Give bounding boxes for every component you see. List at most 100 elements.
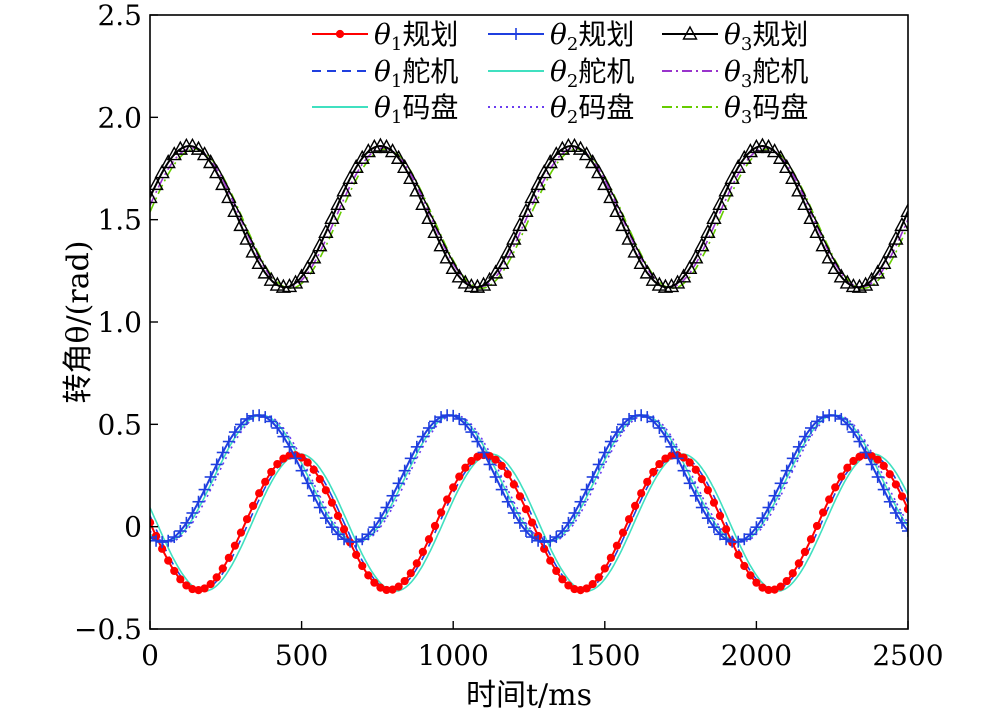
data-point [500,243,516,258]
data-point [168,531,181,544]
data-point [785,169,801,184]
data-point [339,525,349,534]
data-point [491,455,500,464]
data-point [809,223,825,239]
data-point [330,195,346,211]
data-point [841,418,854,431]
data-point [894,216,908,232]
data-point [312,237,328,252]
data-point [615,216,631,232]
legend-label: θ1码盘 [374,91,458,128]
data-point [192,495,205,508]
data-point [843,463,852,472]
y-tick-label: 1.0 [97,306,142,339]
legend-item: θ3码盘 [662,91,808,128]
legend-label: θ1舵机 [374,55,458,92]
data-point [162,534,175,547]
y-tick-label: 1.5 [97,204,142,237]
data-point [253,409,266,422]
data-point [154,164,170,179]
data-point [688,249,704,264]
data-point [604,435,617,448]
data-point [675,268,692,283]
data-point [321,486,330,495]
data-point [748,138,765,154]
data-point [779,158,795,173]
data-point [507,506,520,519]
data-point [839,274,856,289]
data-point [281,277,298,293]
x-tick-label: 1500 [569,639,640,672]
data-point [888,230,904,245]
data-point [295,464,308,477]
data-point [275,278,292,293]
data-point [538,536,551,549]
data-point [342,169,358,184]
data-point [558,575,567,584]
data-point [618,528,628,537]
data-point [259,411,272,424]
data-point [150,189,158,204]
data-point [621,230,637,245]
data-point [445,259,461,275]
series-line [150,148,908,289]
x-tick-label: 1000 [418,639,489,672]
data-point [817,411,830,424]
data-point [902,524,908,537]
x-axis-label: 时间t/ms [466,678,592,713]
legend-label: θ2码盘 [550,91,634,128]
data-point [378,138,395,154]
data-point [791,182,807,197]
data-point [578,146,595,161]
data-point [863,271,880,286]
data-point [574,495,587,508]
data-point [562,516,575,529]
data-point [221,189,237,204]
data-point [313,501,326,514]
data-point [251,254,267,270]
data-point [616,418,629,431]
data-point [645,271,661,286]
data-point [740,561,749,571]
legend-item: θ3规划 [662,18,808,55]
data-point [756,512,769,525]
data-point [241,412,254,425]
data-point [170,566,179,576]
data-point [552,566,561,576]
data-point [792,440,805,453]
data-point [798,430,811,443]
data-point [530,175,546,191]
data-point [827,259,843,275]
data-point [263,271,279,286]
data-point [150,534,163,547]
data-point [794,559,803,568]
data-point [374,512,387,525]
data-point [582,584,591,593]
data-point [239,230,255,245]
data-point [497,461,506,470]
data-point [610,426,623,439]
data-point [503,470,512,479]
data-point [409,182,425,197]
data-point [564,581,573,590]
data-point [762,501,775,514]
series-line [150,144,908,289]
data-point [430,521,440,531]
data-point [635,409,648,422]
data-point [209,164,225,179]
data-point [277,430,290,443]
series-θ3码盘 [150,148,908,289]
data-point [412,559,421,568]
data-point [714,528,727,541]
data-point [267,467,276,477]
data-point [655,459,664,469]
data-point [352,550,361,559]
data-point [679,453,688,462]
data-point [273,459,282,469]
data-point [299,259,316,275]
data-point [663,277,680,293]
data-point [410,440,423,453]
data-point [234,418,247,431]
data-point [695,501,708,514]
legend-item: θ2码盘 [488,91,634,128]
